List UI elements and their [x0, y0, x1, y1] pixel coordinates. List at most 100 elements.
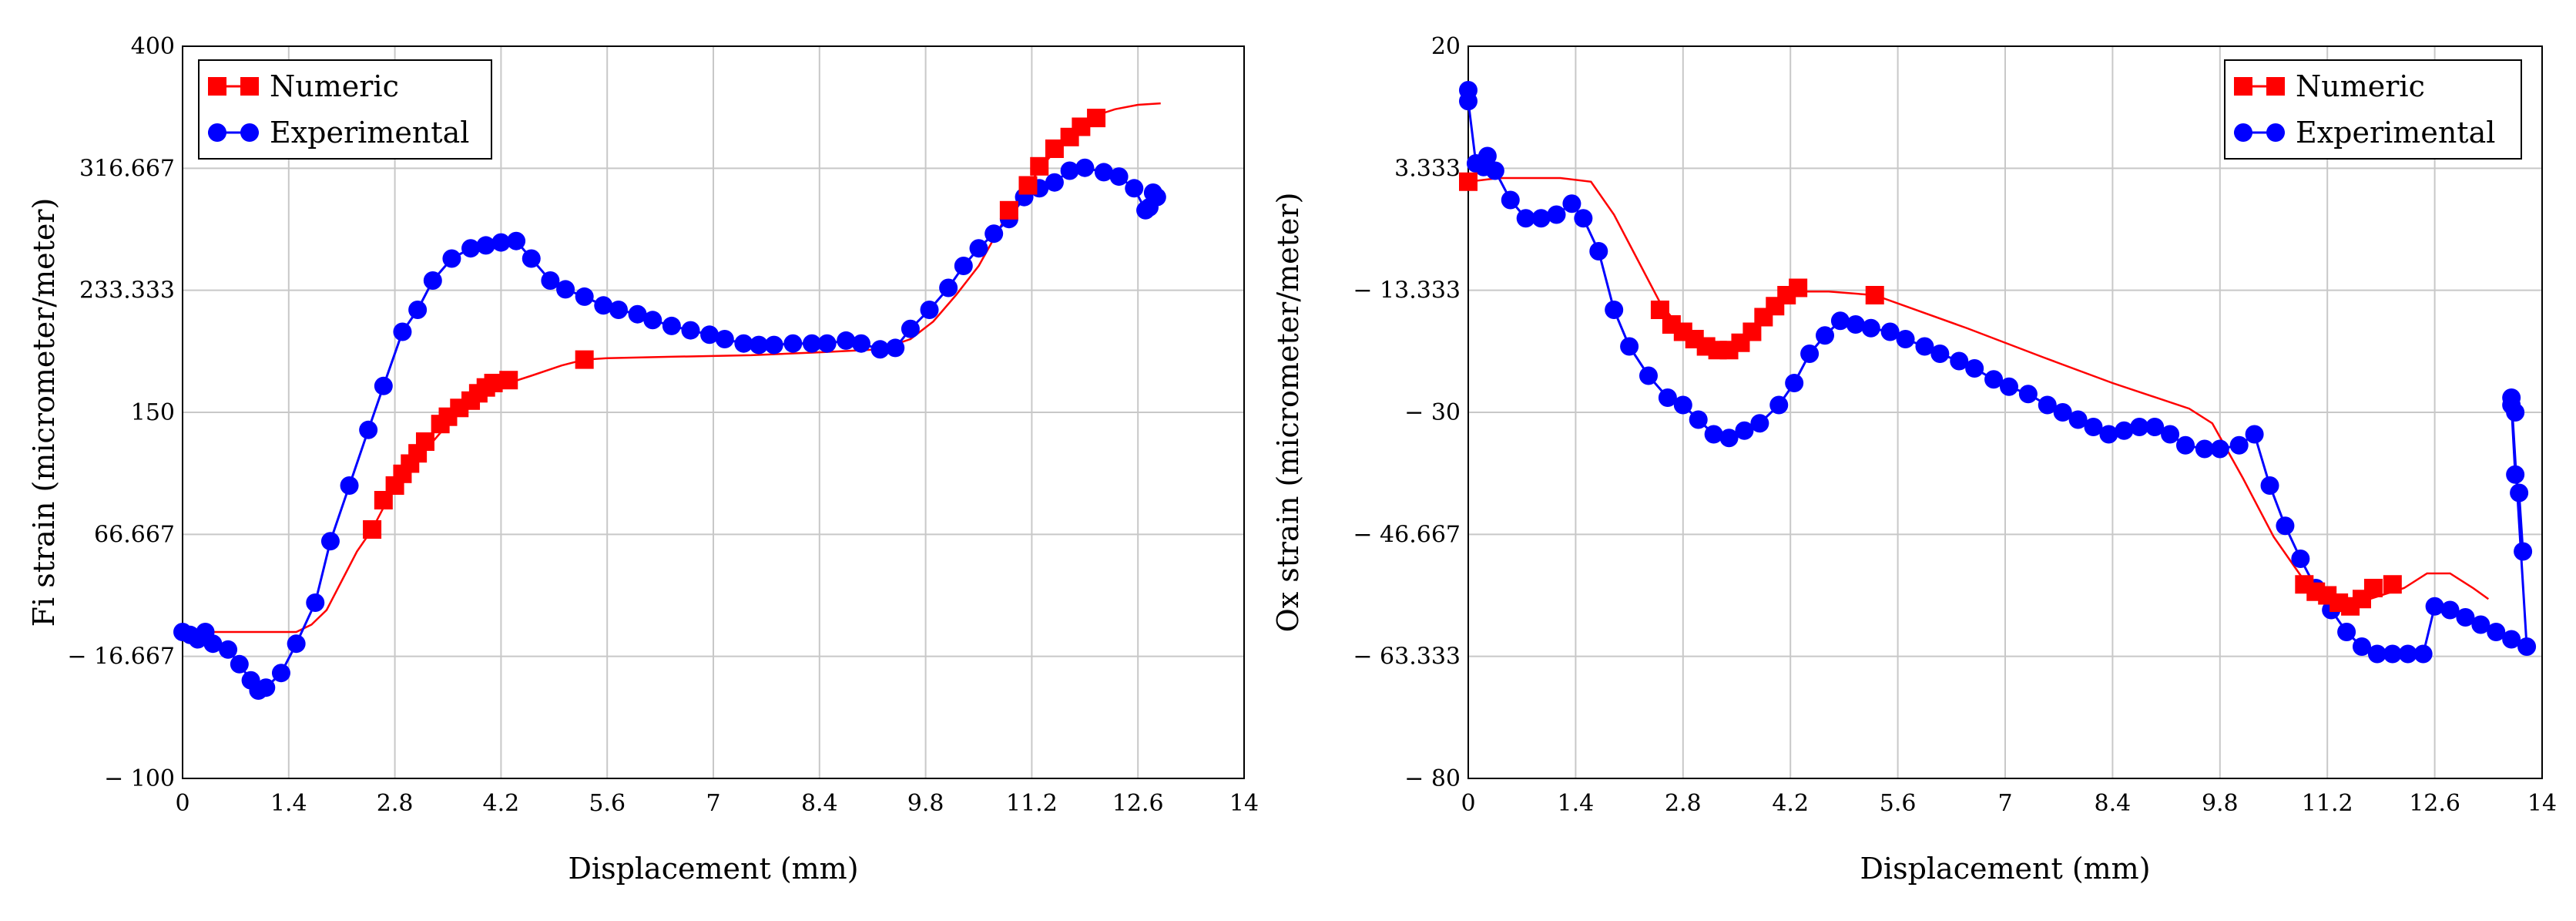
data-point-experimental	[2115, 421, 2134, 440]
legend-box	[2224, 59, 2522, 160]
y-tick-label: − 80	[1404, 765, 1461, 792]
x-tick-label: 8.4	[2095, 790, 2132, 817]
data-point-experimental	[2471, 615, 2490, 634]
data-point-experimental	[984, 224, 1004, 244]
data-point-experimental	[1109, 167, 1129, 187]
data-point-experimental	[522, 249, 541, 268]
legend-label-experimental: Experimental	[2296, 116, 2495, 150]
legend-label-experimental: Experimental	[270, 116, 469, 150]
x-tick-label: 2.8	[1665, 790, 1702, 817]
data-point-experimental	[1516, 209, 1535, 228]
data-point-experimental	[1704, 425, 1723, 444]
y-axis-title: Ox strain (micrometer/meter)	[1271, 193, 1305, 633]
legend-label-numeric: Numeric	[2296, 69, 2425, 103]
series-line-experimental	[182, 166, 1158, 692]
data-point-experimental	[700, 325, 719, 345]
data-point-experimental	[2506, 465, 2525, 484]
data-point-numeric	[2383, 575, 2402, 594]
data-point-experimental	[2068, 410, 2088, 429]
data-point-experimental	[2510, 483, 2529, 503]
data-point-experimental	[219, 640, 238, 659]
series-line-numeric	[1467, 176, 2490, 611]
x-tick-label: 5.6	[589, 790, 626, 817]
legend-swatch-numeric	[2266, 77, 2285, 96]
y-axis-title: Fi strain (micrometer/meter)	[27, 198, 61, 627]
data-point-experimental	[408, 301, 428, 319]
data-point-experimental	[2175, 435, 2195, 455]
data-point-experimental	[1950, 351, 1969, 371]
x-tick-label: 7	[706, 790, 720, 817]
data-point-experimental	[2440, 600, 2460, 620]
data-point-experimental	[1459, 92, 1478, 111]
data-point-experimental	[2413, 644, 2433, 664]
data-point-experimental	[1589, 242, 1608, 261]
x-tick-label: 11.2	[2302, 790, 2353, 817]
data-point-experimental	[969, 239, 988, 258]
data-point-numeric	[415, 432, 434, 451]
data-point-experimental	[2383, 644, 2402, 664]
data-point-experimental	[1045, 173, 1064, 192]
y-tick-label: − 16.667	[67, 644, 175, 671]
legend-swatch-experimental	[208, 123, 226, 142]
legend-swatch-numeric	[2234, 77, 2252, 96]
data-point-experimental	[1800, 345, 1820, 363]
data-point-experimental	[1075, 158, 1095, 177]
y-tick-label: − 46.667	[1353, 521, 1461, 548]
data-point-experimental	[230, 654, 249, 674]
data-point-experimental	[734, 334, 753, 353]
data-point-experimental	[2245, 425, 2264, 444]
x-tick-label: 0	[175, 790, 190, 817]
data-point-numeric	[1087, 109, 1106, 128]
data-point-experimental	[2038, 395, 2057, 415]
data-point-experimental	[257, 678, 276, 697]
legend-swatch-experimental	[2266, 123, 2285, 142]
data-point-experimental	[2130, 418, 2149, 436]
data-point-experimental	[2210, 439, 2229, 459]
data-point-experimental	[715, 330, 734, 348]
data-point-experimental	[1639, 366, 1658, 385]
legend-swatch-numeric	[240, 77, 259, 96]
data-point-experimental	[203, 634, 223, 654]
data-point-experimental	[1735, 421, 1754, 440]
data-point-experimental	[1147, 187, 1166, 207]
data-point-experimental	[1984, 370, 2004, 389]
data-point-experimental	[886, 338, 905, 358]
series-line-numeric	[183, 102, 1161, 634]
data-point-experimental	[1769, 395, 1789, 415]
y-tick-label: 150	[131, 399, 175, 426]
data-point-experimental	[681, 321, 700, 340]
data-point-experimental	[802, 334, 821, 353]
data-point-experimental	[442, 249, 461, 268]
data-point-experimental	[1750, 414, 1769, 433]
data-point-experimental	[2487, 623, 2506, 641]
x-tick-label: 7	[1997, 790, 2012, 817]
y-tick-label: 233.333	[79, 277, 175, 304]
data-point-experimental	[575, 287, 594, 306]
data-point-experimental	[2260, 476, 2279, 495]
data-point-experimental	[954, 257, 973, 275]
data-point-experimental	[393, 322, 412, 341]
data-point-experimental	[1930, 345, 1950, 363]
x-tick-label: 8.4	[801, 790, 838, 817]
data-point-experimental	[374, 376, 393, 395]
data-point-experimental	[2053, 403, 2072, 422]
x-tick-label: 1.4	[270, 790, 307, 817]
data-point-experimental	[1485, 161, 1504, 180]
data-point-experimental	[1861, 318, 1880, 338]
data-point-experimental	[1094, 163, 1113, 182]
data-point-experimental	[1830, 311, 1850, 331]
legend-swatch-numeric	[208, 77, 226, 96]
data-point-experimental	[920, 301, 939, 319]
data-point-experimental	[2337, 623, 2356, 641]
x-tick-label: 4.2	[1772, 790, 1809, 817]
data-point-experimental	[2018, 385, 2038, 404]
x-tick-label: 11.2	[1006, 790, 1058, 817]
y-tick-label: − 100	[104, 765, 175, 792]
data-point-experimental	[2514, 542, 2533, 561]
data-point-numeric	[1789, 278, 1808, 297]
data-point-experimental	[939, 278, 958, 297]
data-point-experimental	[541, 271, 560, 290]
data-point-experimental	[1060, 161, 1079, 180]
data-point-experimental	[287, 634, 306, 654]
plot-area	[182, 45, 1245, 779]
